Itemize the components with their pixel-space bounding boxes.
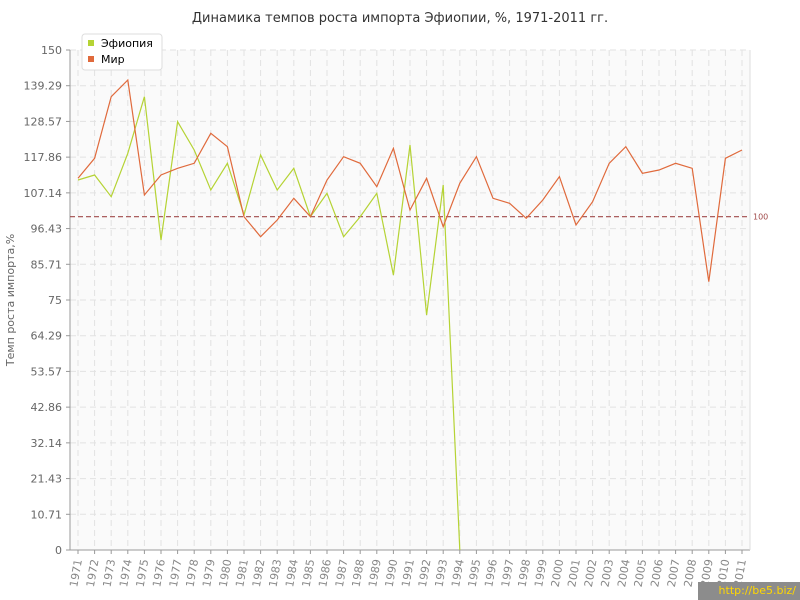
x-tick-label: 1979 <box>200 558 218 588</box>
x-tick-label: 1981 <box>233 558 251 588</box>
x-tick-label: 1995 <box>466 558 484 588</box>
x-tick-label: 1985 <box>300 558 318 588</box>
x-tick-label: 1982 <box>250 558 268 588</box>
y-tick-label: 0 <box>55 544 62 557</box>
legend-box <box>81 33 163 71</box>
grid <box>70 49 750 550</box>
y-tick-label: 150 <box>41 44 62 57</box>
chart-title: Динамика темпов роста импорта Эфиопии, %… <box>192 11 608 26</box>
x-tick-label: 1992 <box>416 558 434 588</box>
x-tick-label: 1973 <box>100 558 118 588</box>
x-tick-label: 2007 <box>665 558 683 588</box>
x-tick-label: 1974 <box>117 558 135 588</box>
x-tick-label: 1991 <box>399 558 417 588</box>
y-tick-label: 10.71 <box>31 508 63 521</box>
x-tick-label: 1994 <box>449 558 467 588</box>
x-tick-label: 1999 <box>532 558 550 588</box>
x-tick-label: 2003 <box>598 558 616 588</box>
x-tick-label: 2008 <box>681 558 699 588</box>
x-tick-label: 1977 <box>167 558 185 588</box>
x-tick-label: 2010 <box>715 558 733 588</box>
legend[interactable]: Эфиопия Мир <box>81 33 163 71</box>
x-tick-label: 1989 <box>366 558 384 588</box>
x-tick-label: 1978 <box>183 558 201 588</box>
legend-label-0[interactable]: Эфиопия <box>101 37 153 50</box>
legend-swatch-0 <box>88 40 94 46</box>
y-tick-label: 32.14 <box>31 437 63 450</box>
y-tick-label: 107.14 <box>24 187 63 200</box>
x-tick-label: 1976 <box>150 558 168 588</box>
reference-line-group: 100 <box>70 213 768 222</box>
x-tick-label: 2009 <box>698 558 716 588</box>
x-tick-label: 1993 <box>432 558 450 588</box>
x-tick-label: 1990 <box>383 558 401 588</box>
x-tick-label: 1975 <box>134 558 152 588</box>
y-tick-label: 64.29 <box>31 330 63 343</box>
reference-line-label: 100 <box>753 213 768 222</box>
x-tick-label: 1987 <box>333 558 351 588</box>
x-tick-label: 1980 <box>217 558 235 588</box>
y-axis-label: Темп роста импорта,% <box>4 234 17 367</box>
watermark-link[interactable]: http://be5.biz/ <box>698 582 800 600</box>
x-tick-label: 2000 <box>549 558 567 588</box>
y-tick-label: 128.57 <box>24 115 63 128</box>
x-tick-label: 2002 <box>582 558 600 588</box>
y-tick-label: 139.29 <box>24 80 63 93</box>
x-tick-label: 2001 <box>565 558 583 588</box>
x-tick-label: 1997 <box>499 558 517 588</box>
x-tick-label: 1984 <box>283 558 301 588</box>
series-line-1 <box>77 78 743 282</box>
x-tick-label: 1988 <box>349 558 367 588</box>
x-tick-label: 2004 <box>615 558 633 588</box>
y-tick-label: 53.57 <box>31 365 63 378</box>
y-tick-label: 42.86 <box>31 401 63 414</box>
series-line-0 <box>77 96 461 551</box>
y-tick-label: 96.43 <box>31 223 63 236</box>
x-tick-label: 1996 <box>482 558 500 588</box>
x-tick-label: 1971 <box>67 558 85 588</box>
x-tick-label: 2006 <box>648 558 666 588</box>
x-tick-label: 1998 <box>515 558 533 588</box>
y-tick-label: 75 <box>48 294 62 307</box>
x-tick-label: 1983 <box>266 558 284 588</box>
x-tick-label: 1986 <box>316 558 334 588</box>
series-group <box>77 78 743 551</box>
x-tick-label: 1972 <box>84 558 102 588</box>
legend-swatch-1 <box>88 56 94 62</box>
x-tick-label: 2005 <box>632 558 650 588</box>
legend-label-1[interactable]: Мир <box>101 53 125 66</box>
y-tick-label: 85.71 <box>31 258 63 271</box>
y-tick-label: 21.43 <box>31 473 63 486</box>
y-tick-label: 117.86 <box>24 151 63 164</box>
x-tick-label: 2011 <box>731 558 749 588</box>
axes: 0 10.71 21.43 32.14 42.86 53.57 64.29 75 85.71 96… <box>24 44 751 588</box>
